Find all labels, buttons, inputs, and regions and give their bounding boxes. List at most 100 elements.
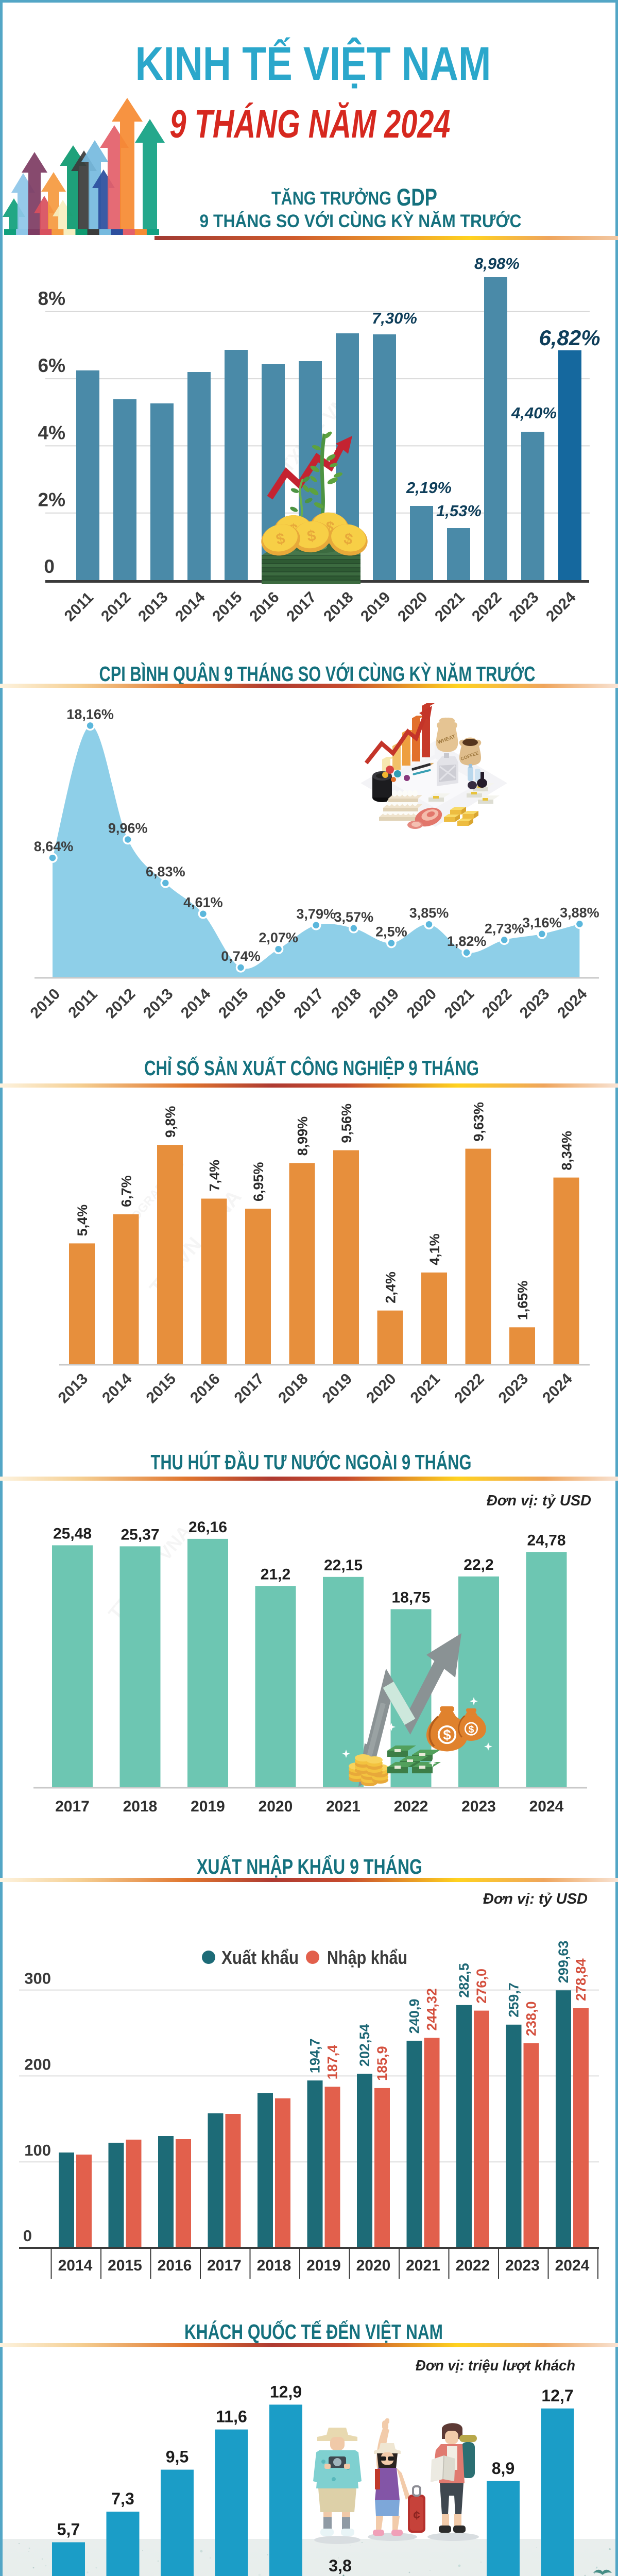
svg-text:6,83%: 6,83% <box>146 864 185 879</box>
svg-text:6,95%: 6,95% <box>251 1162 266 1201</box>
svg-text:4,61%: 4,61% <box>183 895 223 910</box>
svg-text:240,9: 240,9 <box>407 1999 422 2034</box>
svg-text:3,79%: 3,79% <box>296 906 336 922</box>
svg-text:18,75: 18,75 <box>391 1589 430 1606</box>
svg-text:12,7: 12,7 <box>541 2386 573 2405</box>
svg-text:2023: 2023 <box>461 1798 496 1815</box>
svg-text:9,96%: 9,96% <box>108 820 148 836</box>
svg-text:25,37: 25,37 <box>121 1526 159 1543</box>
svg-text:1,82%: 1,82% <box>447 934 487 949</box>
svg-text:9,8%: 9,8% <box>163 1106 178 1138</box>
svg-text:2,5%: 2,5% <box>375 924 407 940</box>
svg-text:9,63%: 9,63% <box>471 1102 487 1142</box>
svg-text:2023: 2023 <box>505 2257 540 2274</box>
svg-text:22,15: 22,15 <box>324 1557 363 1574</box>
svg-text:4,1%: 4,1% <box>427 1233 442 1265</box>
svg-text:Đơn vị: triệu lượt khách: Đơn vị: triệu lượt khách <box>416 2358 575 2374</box>
svg-text:8,34%: 8,34% <box>559 1131 575 1171</box>
svg-text:2017: 2017 <box>55 1798 90 1815</box>
svg-text:3,85%: 3,85% <box>409 905 449 921</box>
svg-text:194,7: 194,7 <box>307 2039 323 2074</box>
svg-text:25,48: 25,48 <box>53 1525 92 1542</box>
svg-text:$: $ <box>443 1727 451 1743</box>
svg-text:Đơn vị: tỷ USD: Đơn vị: tỷ USD <box>483 1891 588 1907</box>
svg-text:259,7: 259,7 <box>506 1982 522 2018</box>
svg-text:TĂNG TRƯỞNG: TĂNG TRƯỞNG <box>271 187 391 209</box>
svg-text:202,54: 202,54 <box>357 2024 372 2067</box>
svg-text:12,9: 12,9 <box>270 2382 302 2401</box>
svg-text:22,2: 22,2 <box>464 1556 493 1573</box>
svg-text:7,4%: 7,4% <box>207 1160 222 1192</box>
svg-text:244,32: 244,32 <box>424 1988 440 2031</box>
svg-text:¢: ¢ <box>413 2509 420 2522</box>
svg-text:8,9: 8,9 <box>492 2459 514 2478</box>
svg-text:2020: 2020 <box>356 2257 391 2274</box>
svg-text:2016: 2016 <box>158 2257 192 2274</box>
svg-text:200: 200 <box>24 2055 51 2073</box>
svg-text:299,63: 299,63 <box>556 1941 571 1984</box>
svg-text:282,5: 282,5 <box>456 1963 472 1998</box>
svg-text:8,99%: 8,99% <box>295 1116 311 1156</box>
svg-text:6,82%: 6,82% <box>539 326 600 350</box>
svg-text:7,30%: 7,30% <box>372 309 417 327</box>
svg-text:GDP: GDP <box>397 183 437 211</box>
svg-text:CPI BÌNH QUÂN 9 THÁNG SO VỚI C: CPI BÌNH QUÂN 9 THÁNG SO VỚI CÙNG KỲ NĂM… <box>99 662 536 686</box>
svg-text:5,7: 5,7 <box>57 2520 80 2539</box>
svg-text:187,4: 187,4 <box>325 2045 340 2080</box>
svg-text:2017: 2017 <box>207 2257 242 2274</box>
svg-text:Xuất khẩu: Xuất khẩu <box>221 1947 299 1968</box>
svg-text:18,16%: 18,16% <box>66 706 114 722</box>
svg-text:2020: 2020 <box>259 1798 293 1815</box>
svg-text:CHỈ SỐ SẢN XUẤT CÔNG NGHIỆP 9: CHỈ SỐ SẢN XUẤT CÔNG NGHIỆP 9 THÁNG <box>144 1056 479 1080</box>
svg-text:5,4%: 5,4% <box>75 1205 90 1236</box>
svg-text:9,5: 9,5 <box>166 2448 188 2466</box>
svg-text:6%: 6% <box>38 355 65 376</box>
svg-text:2022: 2022 <box>394 1798 428 1815</box>
svg-text:2,19%: 2,19% <box>406 479 452 497</box>
svg-text:2%: 2% <box>38 489 65 511</box>
svg-text:2,07%: 2,07% <box>259 930 298 945</box>
svg-text:185,9: 185,9 <box>374 2046 390 2081</box>
svg-text:2015: 2015 <box>108 2257 142 2274</box>
svg-text:2024: 2024 <box>529 1798 564 1815</box>
svg-text:238,0: 238,0 <box>524 2001 539 2036</box>
svg-text:THU HÚT ĐẦU TƯ NƯỚC NGOÀI 9 TH: THU HÚT ĐẦU TƯ NƯỚC NGOÀI 9 THÁNG <box>151 1450 472 1474</box>
svg-text:KHÁCH QUỐC TẾ ĐẾN VIỆT NAM: KHÁCH QUỐC TẾ ĐẾN VIỆT NAM <box>184 2320 443 2344</box>
svg-text:21,2: 21,2 <box>261 1566 290 1583</box>
svg-text:2014: 2014 <box>58 2257 93 2274</box>
svg-text:1,53%: 1,53% <box>436 502 482 520</box>
svg-text:2021: 2021 <box>326 1798 360 1815</box>
svg-text:3,88%: 3,88% <box>560 905 599 920</box>
svg-text:0,74%: 0,74% <box>221 948 261 964</box>
svg-text:6,7%: 6,7% <box>119 1175 134 1207</box>
svg-text:9,56%: 9,56% <box>339 1104 354 1143</box>
svg-text:24,78: 24,78 <box>527 1532 565 1549</box>
svg-text:2021: 2021 <box>406 2257 440 2274</box>
svg-text:XUẤT NHẬP KHẨU 9 THÁNG: XUẤT NHẬP KHẨU 9 THÁNG <box>197 1854 422 1878</box>
svg-text:11,6: 11,6 <box>216 2408 247 2426</box>
svg-text:2024: 2024 <box>555 2257 590 2274</box>
svg-text:278,84: 278,84 <box>573 1958 589 2001</box>
svg-text:9 THÁNG NĂM 2024: 9 THÁNG NĂM 2024 <box>170 101 451 146</box>
svg-text:4,40%: 4,40% <box>511 404 557 422</box>
svg-text:2018: 2018 <box>257 2257 291 2274</box>
svg-text:0: 0 <box>44 556 55 577</box>
svg-text:2,4%: 2,4% <box>383 1272 399 1303</box>
svg-text:9 THÁNG SO VỚI CÙNG KỲ NĂM TRƯ: 9 THÁNG SO VỚI CÙNG KỲ NĂM TRƯỚC <box>200 211 522 231</box>
svg-text:$: $ <box>274 530 286 549</box>
svg-text:2019: 2019 <box>306 2257 341 2274</box>
svg-text:$: $ <box>468 1724 474 1735</box>
svg-text:300: 300 <box>24 1970 51 1988</box>
svg-text:8,64%: 8,64% <box>34 839 74 854</box>
svg-text:2018: 2018 <box>123 1798 158 1815</box>
svg-text:3,16%: 3,16% <box>522 915 562 930</box>
svg-text:8%: 8% <box>38 288 65 309</box>
svg-text:1,65%: 1,65% <box>515 1281 530 1320</box>
svg-text:KINH TẾ VIỆT NAM: KINH TẾ VIỆT NAM <box>135 37 491 90</box>
svg-text:0: 0 <box>23 2227 32 2245</box>
svg-text:276,0: 276,0 <box>474 1969 489 2004</box>
svg-text:2,73%: 2,73% <box>485 921 524 936</box>
svg-text:3,8: 3,8 <box>329 2556 351 2575</box>
svg-text:Đơn vị: tỷ USD: Đơn vị: tỷ USD <box>487 1493 591 1509</box>
svg-text:100: 100 <box>24 2141 51 2159</box>
